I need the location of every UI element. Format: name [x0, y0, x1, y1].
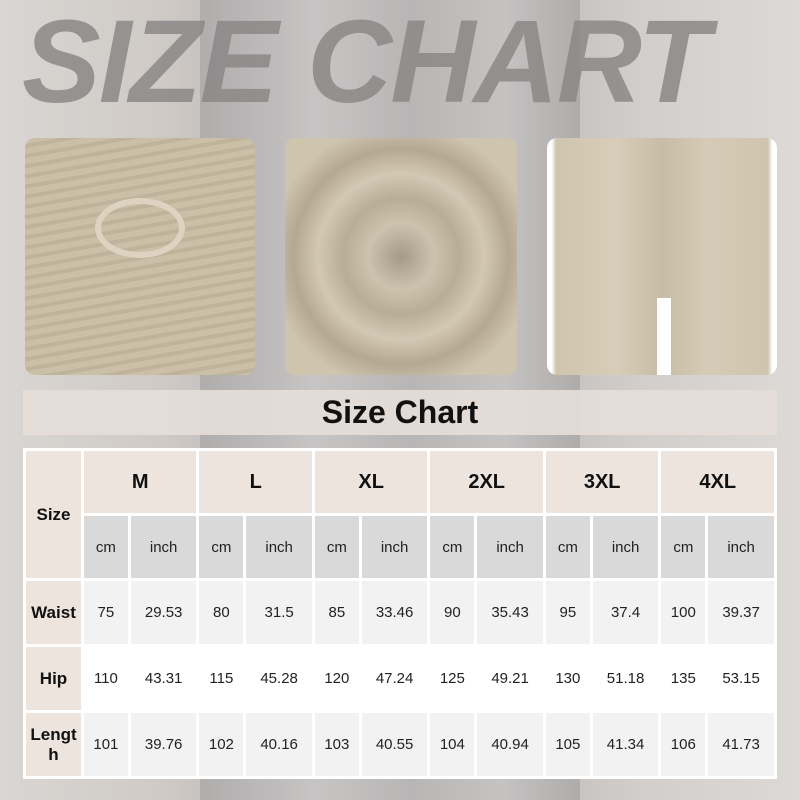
size-table: Size M L XL 2XL 3XL 4XL cm inch cm inch cm inch cm inc…: [23, 448, 777, 779]
unit-header: cm: [430, 516, 475, 578]
table-cell: 100: [661, 581, 706, 644]
table-row: Hip 110 43.31 115 45.28 120 47.24 125 49.21 130 51…: [26, 647, 774, 710]
table-cell: 47.24: [361, 647, 428, 710]
unit-header: inch: [130, 516, 197, 578]
size-column-header: XL: [314, 451, 428, 513]
size-header: Size: [26, 451, 81, 578]
fabric-swirl-photo: [285, 138, 517, 375]
row-label: Lengt h: [26, 713, 81, 776]
size-column-header: 3XL: [545, 451, 659, 513]
row-label: Waist: [26, 581, 81, 644]
table-cell: 39.76: [130, 713, 197, 776]
table-cell: 40.94: [477, 713, 543, 776]
drawstring-bow: [95, 198, 185, 258]
table-cell: 85: [314, 581, 359, 644]
unit-header: cm: [314, 516, 359, 578]
unit-header: cm: [84, 516, 128, 578]
table-cell: 37.4: [592, 581, 659, 644]
table-cell: 101: [84, 713, 128, 776]
waistband-drawstring-photo: [25, 138, 255, 375]
table-cell: 49.21: [477, 647, 543, 710]
table-cell: 95: [545, 581, 590, 644]
size-column-header: M: [84, 451, 197, 513]
table-cell: 104: [430, 713, 475, 776]
unit-header: inch: [477, 516, 543, 578]
table-cell: 110: [84, 647, 128, 710]
table-cell: 125: [430, 647, 475, 710]
table-cell: 80: [199, 581, 244, 644]
table-cell: 75: [84, 581, 128, 644]
size-column-header: 4XL: [661, 451, 774, 513]
page-title: SIZE CHART: [22, 0, 710, 128]
unit-header: cm: [199, 516, 244, 578]
table-cell: 41.34: [592, 713, 659, 776]
table-cell: 31.5: [246, 581, 312, 644]
leg-gap: [657, 298, 671, 375]
table-cell: 135: [661, 647, 706, 710]
table-cell: 102: [199, 713, 244, 776]
unit-header: cm: [545, 516, 590, 578]
table-cell: 43.31: [130, 647, 197, 710]
unit-header: inch: [361, 516, 428, 578]
unit-header: cm: [661, 516, 706, 578]
unit-header: inch: [592, 516, 659, 578]
table-cell: 115: [199, 647, 244, 710]
table-cell: 45.28: [246, 647, 312, 710]
table-cell: 39.37: [708, 581, 774, 644]
size-column-header: 2XL: [430, 451, 543, 513]
unit-header: inch: [246, 516, 312, 578]
table-row: Lengt h 101 39.76 102 40.16 103 40.55 104 40.94 1…: [26, 713, 774, 776]
table-cell: 33.46: [361, 581, 428, 644]
table-cell: 53.15: [708, 647, 774, 710]
table-cell: 90: [430, 581, 475, 644]
table-cell: 106: [661, 713, 706, 776]
row-label: Hip: [26, 647, 81, 710]
table-cell: 120: [314, 647, 359, 710]
table-cell: 40.55: [361, 713, 428, 776]
table-row: Waist 75 29.53 80 31.5 85 33.46 90 35.43 95 37.4 10…: [26, 581, 774, 644]
table-cell: 35.43: [477, 581, 543, 644]
unit-header: inch: [708, 516, 774, 578]
table-cell: 51.18: [592, 647, 659, 710]
table-cell: 105: [545, 713, 590, 776]
table-cell: 41.73: [708, 713, 774, 776]
table-cell: 40.16: [246, 713, 312, 776]
size-column-header: L: [199, 451, 312, 513]
table-cell: 130: [545, 647, 590, 710]
table-cell: 103: [314, 713, 359, 776]
size-chart-banner: Size Chart: [23, 390, 777, 435]
table-cell: 29.53: [130, 581, 197, 644]
back-view-photo: [547, 138, 777, 375]
